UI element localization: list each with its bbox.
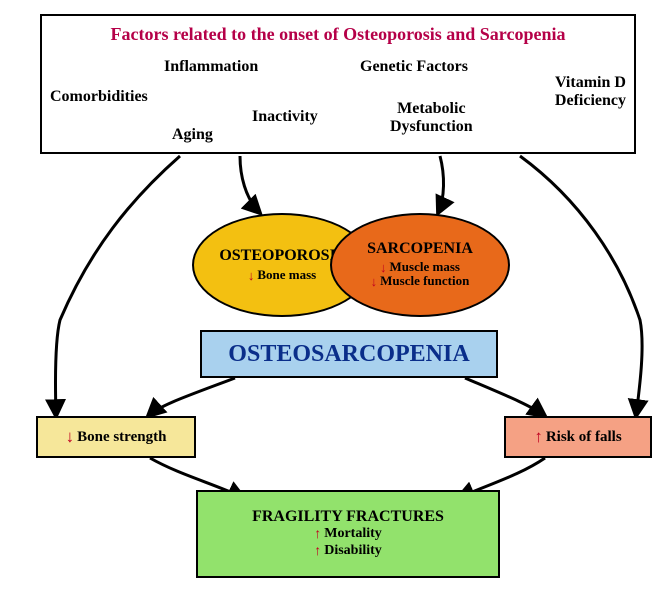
osteo-bone-mass-text: Bone mass [257, 267, 316, 282]
sarcopenia-ellipse: SARCOPENIA ↓Muscle mass ↓Muscle function [330, 213, 510, 317]
sarcopenia-line1: ↓Muscle mass [380, 260, 460, 275]
sarco-muscle-mass-text: Muscle mass [390, 259, 460, 274]
factors-title: Factors related to the onset of Osteopor… [48, 24, 628, 45]
factor-comorbidities: Comorbidities [50, 88, 148, 106]
fragility-line2: ↑Disability [314, 543, 382, 560]
factor-genetic: Genetic Factors [360, 58, 468, 76]
osteosarcopenia-label: OSTEOSARCOPENIA [228, 341, 469, 368]
fragility-header: FRAGILITY FRACTURES [252, 508, 444, 526]
flow-arrow [465, 378, 545, 416]
factor-inactivity: Inactivity [252, 108, 318, 126]
flow-arrow [148, 378, 235, 416]
factor-inflammation: Inflammation [164, 58, 258, 76]
factor-metabolic: Metabolic Dysfunction [390, 100, 473, 136]
factors-box: Factors related to the onset of Osteopor… [40, 14, 636, 154]
fragility-mortality-text: Mortality [324, 526, 382, 541]
flow-arrow [240, 156, 260, 213]
sarcopenia-header: SARCOPENIA [367, 241, 473, 258]
flow-arrow [520, 156, 642, 416]
up-arrow-icon: ↑ [534, 427, 543, 447]
down-arrow-icon: ↓ [248, 269, 255, 283]
down-arrow-icon: ↓ [66, 427, 75, 447]
osteoporosis-line1: ↓Bone mass [248, 268, 316, 283]
sarcopenia-line2: ↓Muscle function [371, 274, 470, 289]
up-arrow-icon: ↑ [314, 544, 321, 560]
osteoporosis-header: OSTEOPOROSIS [219, 248, 344, 265]
fragility-line1: ↑Mortality [314, 526, 382, 543]
fragility-disability-text: Disability [324, 543, 382, 558]
down-arrow-icon: ↓ [380, 261, 387, 275]
osteosarcopenia-box: OSTEOSARCOPENIA [200, 330, 498, 378]
factor-vitd: Vitamin D Deficiency [555, 74, 626, 110]
up-arrow-icon: ↑ [314, 527, 321, 543]
bone-strength-label: Bone strength [77, 429, 166, 446]
risk-falls-label: Risk of falls [546, 429, 622, 446]
down-arrow-icon: ↓ [371, 275, 378, 289]
factor-aging: Aging [172, 126, 213, 144]
flow-arrow [438, 156, 444, 213]
flow-arrow [55, 156, 180, 416]
fragility-fractures-box: FRAGILITY FRACTURES ↑Mortality ↑Disabili… [196, 490, 500, 578]
bone-strength-box: ↓ Bone strength [36, 416, 196, 458]
sarco-muscle-func-text: Muscle function [380, 273, 469, 288]
risk-falls-box: ↑ Risk of falls [504, 416, 652, 458]
